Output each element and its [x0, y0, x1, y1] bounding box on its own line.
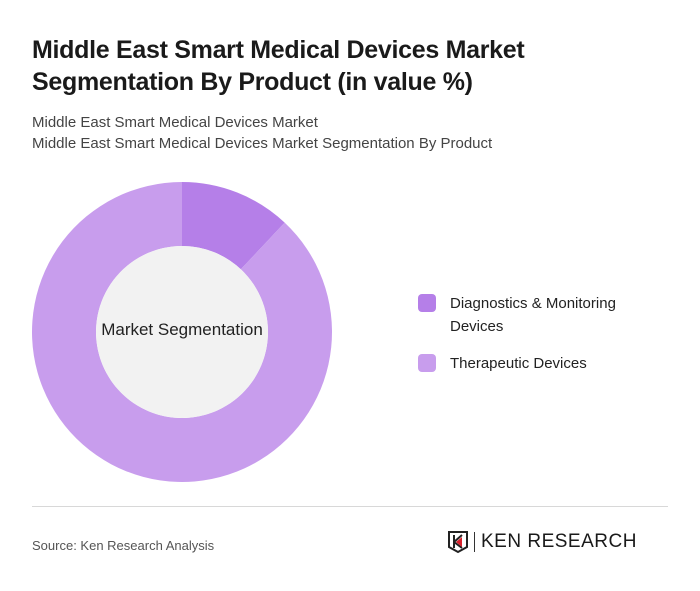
legend-item-therapeutic: Therapeutic Devices [418, 352, 650, 375]
legend-item-diagnostics: Diagnostics & Monitoring Devices [418, 292, 650, 338]
legend: Diagnostics & Monitoring Devices Therape… [418, 292, 650, 389]
logo-text: KEN RESEARCH [481, 531, 637, 552]
legend-label: Therapeutic Devices [450, 355, 587, 372]
logo-separator [474, 532, 475, 552]
legend-swatch [418, 294, 436, 312]
legend-label: Diagnostics & Monitoring Devices [450, 295, 616, 335]
subtitle-segmentation: Middle East Smart Medical Devices Market… [32, 135, 493, 152]
subtitle-market: Middle East Smart Medical Devices Market [32, 114, 318, 131]
divider [32, 506, 668, 507]
donut-chart [32, 182, 332, 482]
donut-slice-therapeutic [32, 182, 332, 482]
chart-title: Middle East Smart Medical Devices Market… [32, 36, 525, 96]
donut-center-label: Market Segmentation [101, 320, 263, 339]
donut-slice-diagnostics [182, 182, 285, 270]
ken-logo-icon [448, 531, 468, 554]
donut-hole [96, 246, 268, 418]
legend-swatch [418, 354, 436, 372]
source-note: Source: Ken Research Analysis [32, 538, 215, 553]
ken-research-logo: KEN RESEARCH [447, 530, 637, 554]
